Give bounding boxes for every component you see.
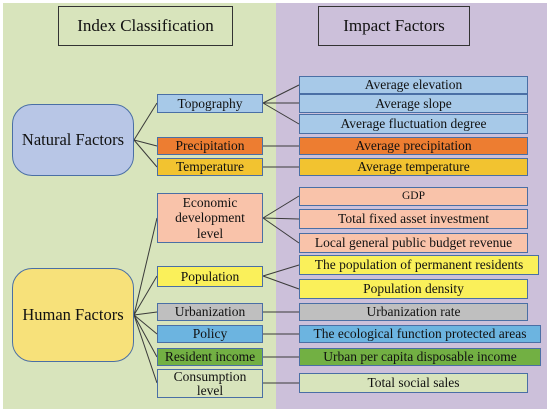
index-classification-header: Index Classification xyxy=(58,6,233,46)
average-temperature-box: Average temperature xyxy=(299,158,528,176)
average-slope-box: Average slope xyxy=(299,94,528,113)
consumption-label-line1: Consumption xyxy=(173,369,247,384)
natural-factors-box: Natural Factors xyxy=(12,104,134,176)
economic-label-line1: Economic xyxy=(182,195,238,211)
resident-income-box: Resident income xyxy=(157,348,263,366)
topography-box: Topography xyxy=(157,94,263,113)
economic-label-line2: development xyxy=(175,210,245,226)
total-social-sales-box: Total social sales xyxy=(299,373,528,393)
fixed-asset-investment-box: Total fixed asset investment xyxy=(299,209,528,229)
policy-box: Policy xyxy=(157,325,263,343)
per-capita-income-box: Urban per capita disposable income xyxy=(299,348,541,366)
consumption-label-line2: level xyxy=(196,382,224,398)
temperature-box: Temperature xyxy=(157,158,263,176)
economic-label-line3: level xyxy=(196,225,224,241)
human-factors-box: Human Factors xyxy=(12,268,134,362)
gdp-box: GDP xyxy=(299,187,528,206)
precipitation-box: Precipitation xyxy=(157,137,263,155)
average-precipitation-box: Average precipitation xyxy=(299,137,528,155)
ecological-areas-box: The ecological function protected areas xyxy=(299,325,541,343)
average-fluctuation-box: Average fluctuation degree xyxy=(299,114,528,134)
economic-development-box: Economic development level xyxy=(157,193,263,243)
permanent-residents-box: The population of permanent residents xyxy=(299,255,539,275)
urbanization-rate-box: Urbanization rate xyxy=(299,303,528,321)
urbanization-box: Urbanization xyxy=(157,303,263,321)
consumption-level-box: Consumption level xyxy=(157,369,263,398)
population-density-box: Population density xyxy=(299,279,528,299)
budget-revenue-box: Local general public budget revenue xyxy=(299,233,528,253)
population-box: Population xyxy=(157,266,263,287)
average-elevation-box: Average elevation xyxy=(299,76,528,94)
impact-factors-header: Impact Factors xyxy=(318,6,470,46)
